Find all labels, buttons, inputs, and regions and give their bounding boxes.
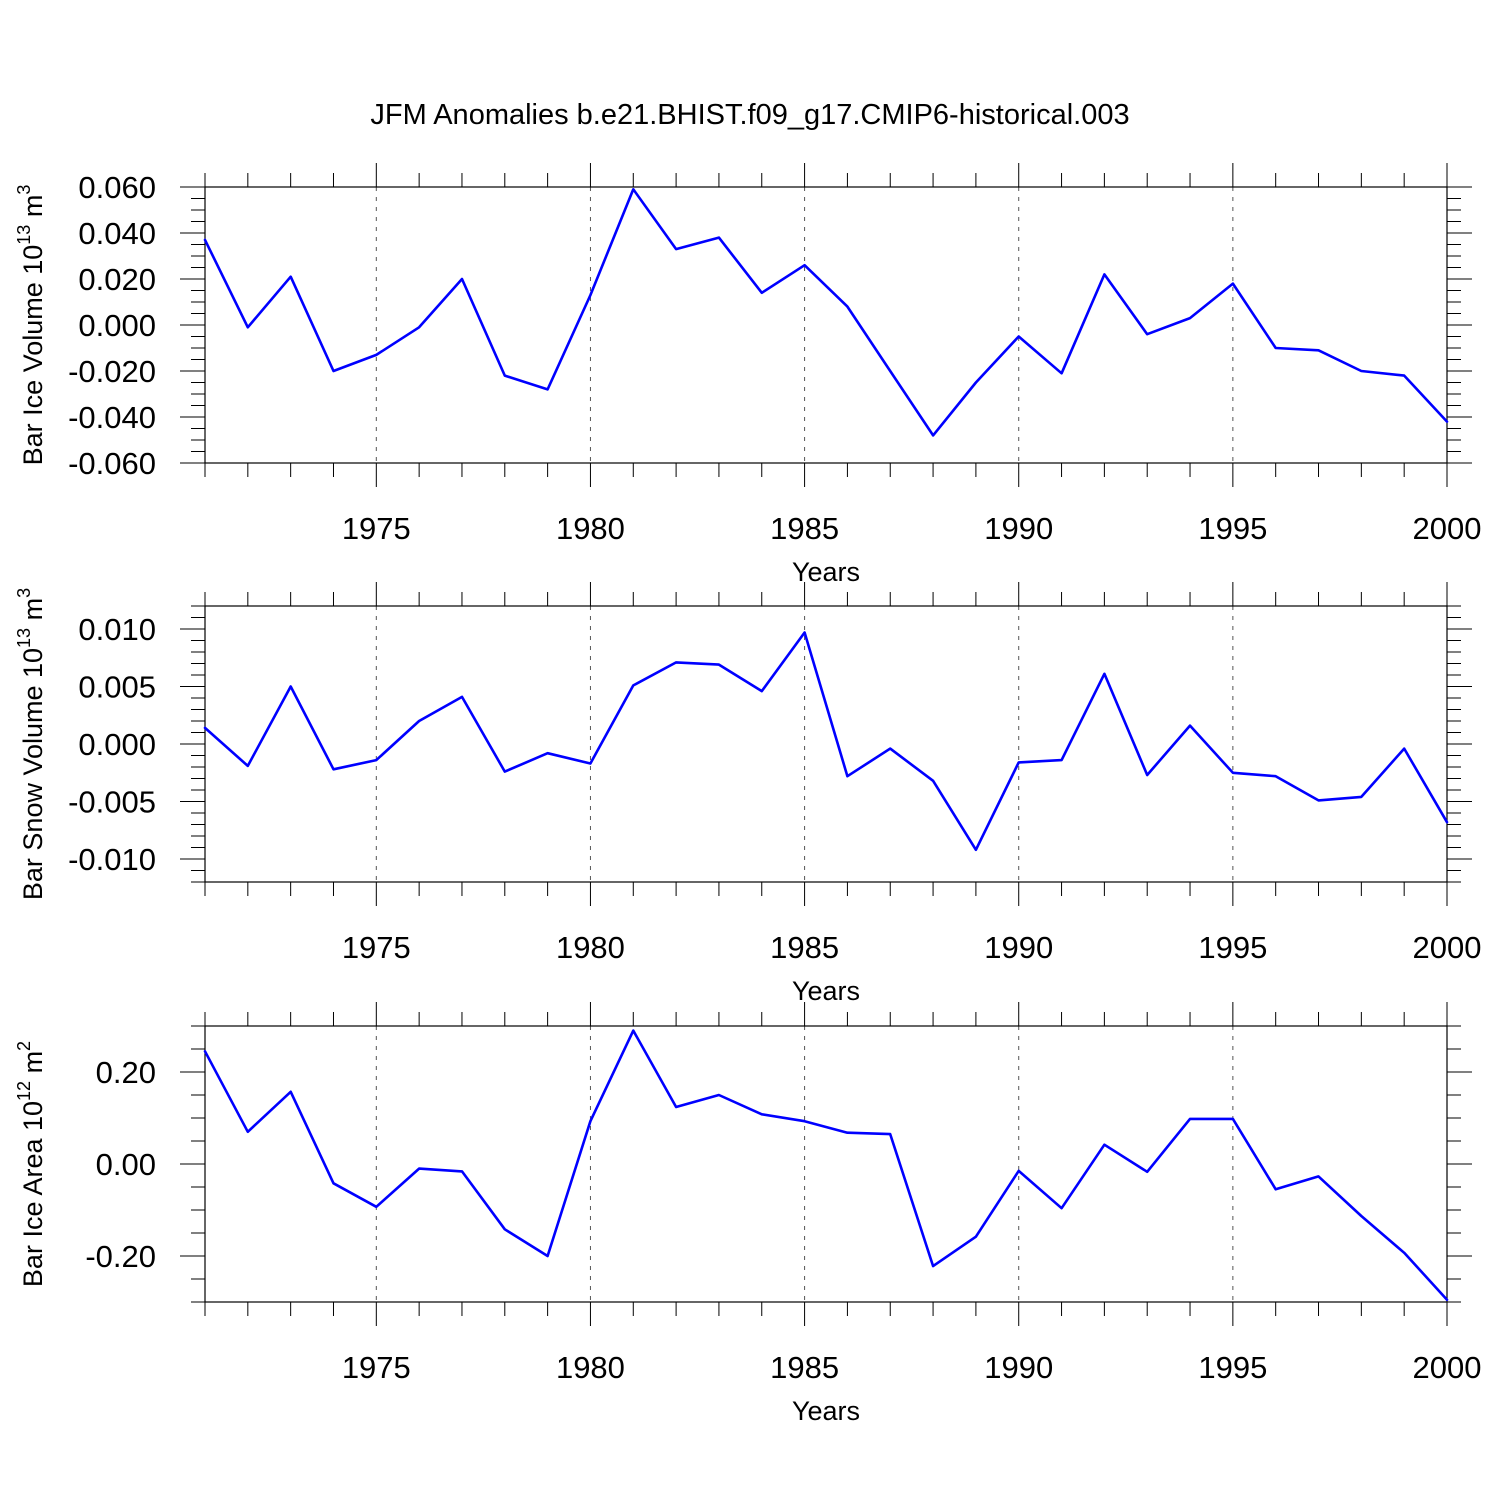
x-tick-label: 1990	[984, 930, 1053, 965]
series-line	[203, 631, 1449, 852]
y-tick-label: 0.00	[96, 1147, 156, 1182]
x-tick-label: 1985	[770, 511, 839, 546]
y-tick-label: 0.000	[78, 308, 156, 343]
y-tick-label: -0.060	[68, 446, 156, 481]
x-tick-label: 1990	[984, 511, 1053, 546]
y-tick-label: 0.040	[78, 216, 156, 251]
y-tick-label: 0.000	[78, 727, 156, 762]
chart-panel-2: -0.010 -0.005 0.000 0.005 0.010 1975 1980 1985 1…	[14, 582, 1481, 1006]
y-tick-label: -0.010	[68, 842, 156, 877]
y-axis-label: Bar Ice Area 1012 m2	[14, 1041, 48, 1287]
y-tick-label: 0.020	[78, 262, 156, 297]
x-tick-label: 1980	[556, 511, 625, 546]
x-tick-label: 1975	[342, 511, 411, 546]
chart-panel-1: -0.060 -0.040 -0.020 0.000 0.020 0.040 0.060 19…	[14, 163, 1481, 587]
x-tick-label: 2000	[1413, 1350, 1482, 1385]
y-axis-label: Bar Snow Volume 1013 m3	[14, 588, 48, 900]
x-tick-label: 1990	[984, 1350, 1053, 1385]
x-tick-label: 1975	[342, 930, 411, 965]
x-tick-label: 2000	[1413, 930, 1482, 965]
x-tick-label: 1985	[770, 1350, 839, 1385]
y-tick-label: -0.020	[68, 354, 156, 389]
x-tick-label: 1985	[770, 930, 839, 965]
x-tick-label: 1980	[556, 1350, 625, 1385]
y-axis-label: Bar Ice Volume 1013 m3	[14, 185, 48, 466]
x-axis-label: Years	[792, 1396, 860, 1426]
y-tick-label: -0.040	[68, 400, 156, 435]
chart-title: JFM Anomalies b.e21.BHIST.f09_g17.CMIP6-…	[370, 99, 1129, 131]
x-tick-label: 2000	[1413, 511, 1482, 546]
y-tick-label: -0.005	[68, 785, 156, 820]
y-tick-label: -0.20	[85, 1239, 156, 1274]
y-tick-label: 0.005	[78, 670, 156, 705]
y-tick-label: 0.010	[78, 612, 156, 647]
x-tick-label: 1975	[342, 1350, 411, 1385]
chart-panel-3: -0.20 0.00 0.20 1975 1980 1985 1990 1995 2000 Yea…	[14, 1002, 1481, 1426]
series-line	[203, 1029, 1449, 1301]
x-axis-label: Years	[792, 976, 860, 1006]
x-tick-label: 1995	[1198, 1350, 1267, 1385]
panels: -0.060 -0.040 -0.020 0.000 0.020 0.040 0.060 19…	[14, 163, 1481, 1426]
y-tick-label: 0.20	[96, 1055, 156, 1090]
x-tick-label: 1995	[1198, 930, 1267, 965]
y-tick-label: 0.060	[78, 170, 156, 205]
series-line	[203, 188, 1449, 437]
x-tick-label: 1995	[1198, 511, 1267, 546]
x-axis-label: Years	[792, 557, 860, 587]
x-tick-label: 1980	[556, 930, 625, 965]
